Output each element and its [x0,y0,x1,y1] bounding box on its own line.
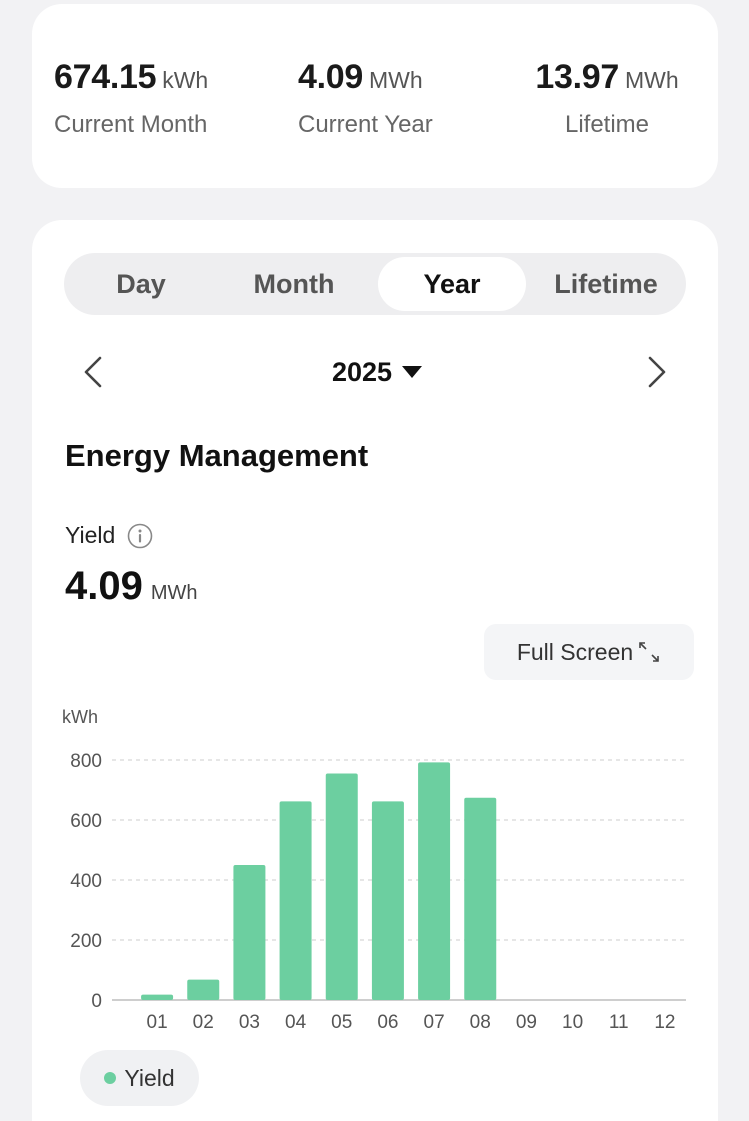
current-month-stat: 674.15 kWh Current Month [54,58,208,139]
chevron-right-icon[interactable] [638,354,674,390]
x-tick-label: 08 [470,1012,491,1033]
current-year-unit: MWh [368,67,423,93]
lifetime-stat: 13.97 MWh Lifetime [522,58,692,139]
tab-year[interactable]: Year [378,257,526,311]
summary-card: 674.15 kWh Current Month 4.09 MWh Current … [32,4,718,188]
year-navigator: 2025 [32,340,718,404]
current-year-value: 4.09 [298,58,363,96]
y-tick-label: 800 [70,751,102,772]
legend-dot [104,1072,117,1084]
lifetime-value: 13.97 [535,58,619,96]
caret-down-icon [402,366,423,378]
full-screen-button[interactable]: Full Screen [484,624,694,680]
x-tick-label: 05 [331,1012,352,1033]
lifetime-unit: MWh [624,67,679,93]
yield-unit: MWh [150,582,198,604]
yield-header: Yield [65,522,153,549]
current-year-label: Current Year [298,111,433,138]
bar-02[interactable] [187,979,220,1000]
lifetime-label: Lifetime [564,111,650,138]
x-tick-label: 11 [609,1012,629,1033]
x-tick-label: 02 [193,1012,214,1033]
y-axis-unit-label: kWh [62,707,98,727]
period-segmented-control: Day Month Year Lifetime [64,253,686,315]
section-title: Energy Management [65,438,369,473]
bar-01[interactable] [141,994,174,1000]
bar-07[interactable] [418,762,451,1000]
chevron-left-icon[interactable] [76,354,112,390]
current-month-value: 674.15 [54,58,157,96]
year-label: 2025 [331,356,393,387]
bar-08[interactable] [464,797,497,1000]
legend-yield[interactable]: Yield [80,1050,199,1106]
bar-04[interactable] [279,801,312,1000]
y-tick-label: 200 [70,931,102,952]
x-tick-label: 04 [285,1012,307,1033]
tab-lifetime[interactable]: Lifetime [554,269,658,299]
expand-icon [639,642,659,662]
current-year-stat: 4.09 MWh Current Year [298,58,433,139]
current-month-label: Current Month [54,111,208,138]
yield-total: 4.09 MWh [65,564,198,609]
bar-03[interactable] [233,865,266,1000]
x-tick-label: 01 [147,1012,168,1033]
y-tick-label: 600 [70,811,102,832]
full-screen-label: Full Screen [516,638,634,665]
yield-label: Yield [65,522,116,548]
x-tick-label: 10 [562,1012,583,1033]
x-tick-label: 09 [516,1012,537,1033]
x-tick-label: 07 [424,1012,445,1033]
info-icon[interactable] [127,523,153,549]
tab-day[interactable]: Day [116,269,166,299]
legend-label: Yield [124,1064,175,1091]
current-month-unit: kWh [162,67,209,93]
tab-month[interactable]: Month [253,269,335,299]
yield-bar-chart: kWh 0 200 400 600 800 01 02 03 04 05 06 07 08 09 10 11 12 [62,707,686,1033]
y-tick-label: 0 [91,991,102,1012]
x-tick-label: 03 [239,1012,260,1033]
yield-value: 4.09 [65,564,143,608]
x-tick-label: 12 [654,1012,675,1033]
x-tick-label: 06 [377,1012,398,1033]
year-dropdown[interactable]: 2025 [302,352,452,392]
y-tick-label: 400 [70,871,102,892]
bar-05[interactable] [325,773,358,1001]
bar-06[interactable] [371,801,404,1000]
energy-card: Day Month Year Lifetime 2025 Energy Mana… [32,220,718,1121]
